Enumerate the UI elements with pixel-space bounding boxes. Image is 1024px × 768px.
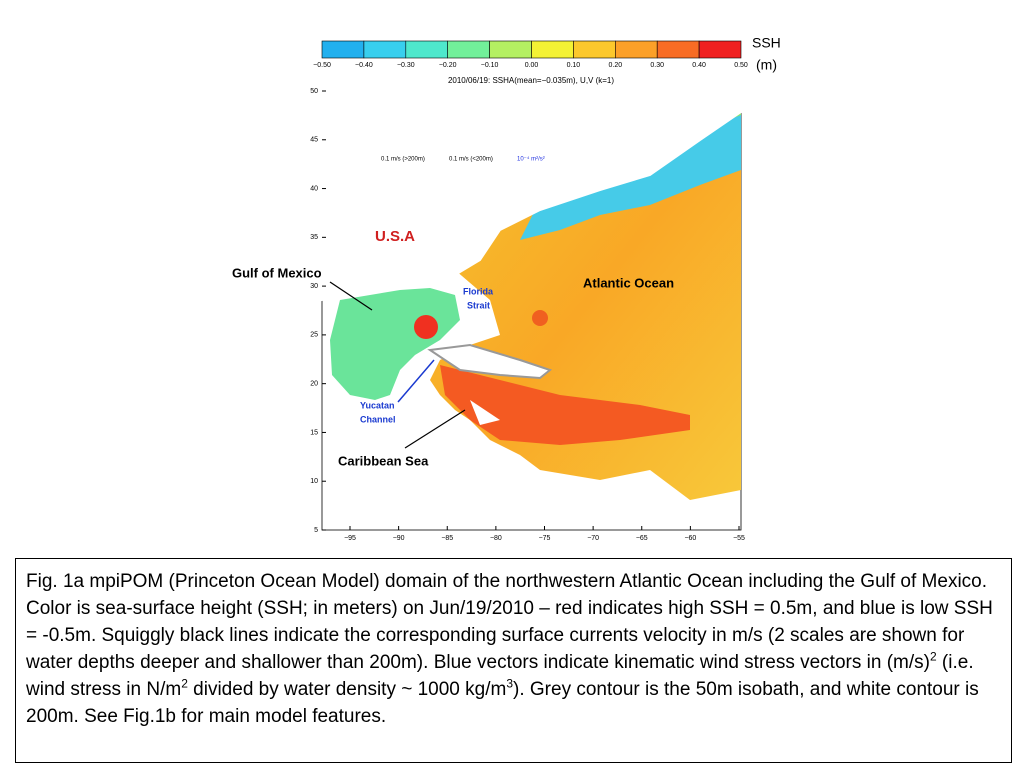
colorbar-segment bbox=[698, 40, 742, 59]
colorbar-segment bbox=[531, 40, 574, 59]
colorbar-tick-label: 0.50 bbox=[734, 62, 748, 69]
x-tick-label: −55 bbox=[733, 535, 745, 542]
legend-item: 0.1 m/s (<200m) bbox=[449, 157, 493, 163]
caption-text: Fig. 1a mpiPOM (Princeton Ocean Model) d… bbox=[26, 571, 993, 673]
x-tick-label: −75 bbox=[539, 535, 551, 542]
y-tick-label: 35 bbox=[310, 234, 318, 241]
colorbar-segment bbox=[447, 40, 490, 59]
x-tick-label: −70 bbox=[587, 535, 599, 542]
colorbar-tick-label: −0.50 bbox=[313, 62, 331, 69]
y-tick-label: 15 bbox=[310, 429, 318, 436]
label-yucatan: Yucatan bbox=[360, 400, 395, 410]
legend-item: 10⁻⁴ m²/s² bbox=[517, 156, 545, 163]
label-yucatan: Channel bbox=[360, 414, 396, 424]
y-tick-label: 10 bbox=[310, 478, 318, 485]
colorbar-unit: (m) bbox=[756, 57, 777, 73]
x-tick-label: −90 bbox=[393, 535, 405, 542]
label-florida: Florida bbox=[463, 286, 494, 296]
x-tick-label: −85 bbox=[441, 535, 453, 542]
colorbar: −0.50 −0.40 −0.30 −0.20 −0.10 0.00 0.10 0.20 0.3… bbox=[313, 40, 748, 69]
x-tick-label: −80 bbox=[490, 535, 502, 542]
y-tick-label: 30 bbox=[310, 283, 318, 290]
figure: −0.50 −0.40 −0.30 −0.20 −0.10 0.00 0.10 0.20 0.3… bbox=[232, 35, 781, 542]
label-atlantic: Atlantic Ocean bbox=[583, 275, 674, 290]
y-tick-label: 50 bbox=[310, 88, 318, 95]
colorbar-tick-label: −0.20 bbox=[439, 62, 457, 69]
y-tick-label: 20 bbox=[310, 381, 318, 388]
colorbar-segment bbox=[363, 40, 407, 59]
caption-text: ). Grey contour is the 50m isobath, and … bbox=[26, 679, 979, 727]
colorbar-tick-label: 0.00 bbox=[525, 62, 539, 69]
colorbar-segment bbox=[321, 40, 365, 59]
caption-sup: 2 bbox=[929, 649, 937, 664]
colorbar-tick-label: 0.30 bbox=[650, 62, 664, 69]
colorbar-tick-label: −0.40 bbox=[355, 62, 373, 69]
y-tick-label: 5 bbox=[314, 527, 318, 534]
colorbar-segment bbox=[614, 40, 658, 59]
caption-text: divided by water density ~ 1000 kg/m bbox=[187, 679, 507, 700]
colorbar-tick-label: −0.10 bbox=[481, 62, 499, 69]
legend-item: 0.1 m/s (>200m) bbox=[381, 157, 425, 163]
colorbar-segment bbox=[405, 40, 448, 59]
colorbar-segment bbox=[656, 40, 700, 59]
x-tick-label: −65 bbox=[636, 535, 648, 542]
label-florida: Strait bbox=[467, 300, 490, 310]
y-tick-label: 25 bbox=[310, 332, 318, 339]
y-tick-label: 40 bbox=[310, 185, 318, 192]
map-title: 2010/06/19: SSHA(mean=−0.035m), U,V (k=1… bbox=[448, 76, 614, 85]
vector-legend: 0.1 m/s (>200m) 0.1 m/s (<200m) 10⁻⁴ m²/… bbox=[381, 156, 545, 163]
x-tick-label: −95 bbox=[344, 535, 356, 542]
colorbar-tick-label: 0.40 bbox=[692, 62, 706, 69]
colorbar-segment bbox=[573, 40, 616, 59]
label-caribbean: Caribbean Sea bbox=[338, 453, 429, 468]
colorbar-tick-label: −0.30 bbox=[397, 62, 415, 69]
label-gulf: Gulf of Mexico bbox=[232, 265, 322, 280]
annotations: U.S.A Gulf of Mexico Florida Strait Atla… bbox=[232, 228, 674, 468]
caption-sup: 3 bbox=[506, 676, 514, 691]
y-tick-label: 45 bbox=[310, 137, 318, 144]
label-usa: U.S.A bbox=[375, 228, 415, 245]
colorbar-tick-label: 0.10 bbox=[567, 62, 581, 69]
colorbar-title: SSH bbox=[752, 35, 781, 51]
colorbar-segment bbox=[489, 40, 532, 59]
caption-sup: 2 bbox=[181, 676, 188, 691]
colorbar-tick-label: 0.20 bbox=[608, 62, 622, 69]
caption-text: (i.e. wind stress in N/m bbox=[26, 652, 974, 700]
map-area bbox=[321, 89, 742, 531]
x-tick-label: −60 bbox=[684, 535, 696, 542]
figure-caption: Fig. 1a mpiPOM (Princeton Ocean Model) d… bbox=[15, 558, 1012, 763]
map-axes: 50 45 40 35 30 25 20 15 10 5 −95 −90 −85 −80 −75 −70 −65… bbox=[310, 88, 745, 542]
